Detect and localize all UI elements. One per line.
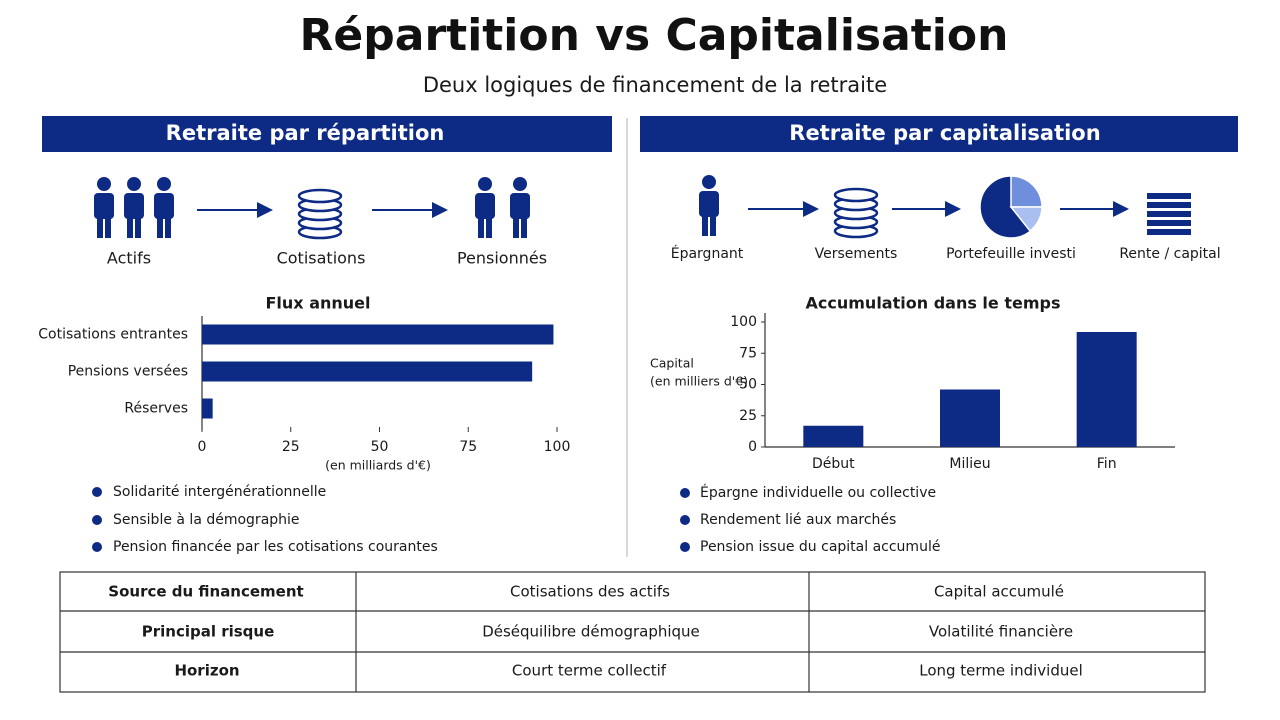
bullet-text: Solidarité intergénérationnelle [113,484,326,500]
title: Répartition vs Capitalisation [300,10,1009,61]
y-tick-label: Réserves [124,401,188,417]
table-cell: Capital accumulé [934,583,1064,601]
x-tick-label: 50 [371,439,389,455]
bullets: Solidarité intergénérationnelle Sensible… [92,484,940,555]
icon-actifs [94,177,174,238]
x-tick-label: 0 [198,439,207,455]
table-cell: Principal risque [142,623,275,641]
icon-rente [1147,193,1191,235]
bar [202,324,554,345]
bar [940,389,1000,447]
flow-label: Pensionnés [457,249,547,268]
icon-epargnant [699,175,719,236]
y-tick-label: Cotisations entrantes [38,327,188,343]
bar [803,425,864,447]
flow-label: Versements [815,246,898,262]
table [59,571,1206,693]
y-axis-label: Capital [650,356,694,371]
flow-label: Épargnant [671,245,744,262]
bar [1076,332,1137,447]
table-cell: Déséquilibre démographique [482,623,700,641]
icon-coins [297,188,343,240]
table-cell: Cotisations des actifs [510,583,670,601]
table-cell: Horizon [174,662,239,680]
x-tick-label: 75 [459,439,477,455]
x-tick-label: Milieu [949,456,990,472]
table-cell: Volatilité financière [929,623,1073,641]
panel-heading: Retraite par capitalisation [789,121,1100,145]
icon-pensionnes [475,177,530,238]
y-tick-label: 0 [748,439,757,455]
bullet-text: Épargne individuelle ou collective [700,484,936,501]
table-cell: Source du financement [108,583,303,601]
x-tick-label: Début [812,456,855,472]
bullet-text: Sensible à la démographie [113,512,300,528]
x-axis-label: (en milliards d'€) [325,458,431,473]
y-tick-label: 75 [739,345,757,361]
bullet-text: Rendement lié aux marchés [700,512,896,528]
y-tick-label: 25 [739,408,757,424]
bar [202,398,213,419]
flow-label: Actifs [107,249,151,268]
icon-pie [979,175,1043,239]
y-axis-label: (en milliers d'€) [650,374,748,389]
x-tick-label: 25 [282,439,300,455]
flow-label: Cotisations [277,249,366,268]
subtitle: Deux logiques de financement de la retra… [423,73,887,97]
panel-header [42,116,612,152]
panel-header [640,116,1238,152]
flow-label: Rente / capital [1119,246,1220,262]
table-cell: Long terme individuel [919,662,1083,680]
chart-title: Accumulation dans le temps [806,294,1061,313]
table-cell: Court terme collectif [512,662,667,680]
chart-title: Flux annuel [266,294,371,313]
bar [202,361,533,382]
bullet-text: Pension issue du capital accumulé [700,539,940,555]
panel-heading: Retraite par répartition [166,121,445,145]
y-tick-label: 50 [739,377,757,393]
bullet-text: Pension financée par les cotisations cou… [113,539,438,555]
x-tick-label: Fin [1097,456,1117,472]
y-tick-label: 100 [730,314,757,330]
x-tick-label: 100 [544,439,571,455]
icon-coins [833,187,879,239]
flow-label: Portefeuille investi [946,246,1076,262]
y-tick-label: Pensions versées [68,364,188,380]
